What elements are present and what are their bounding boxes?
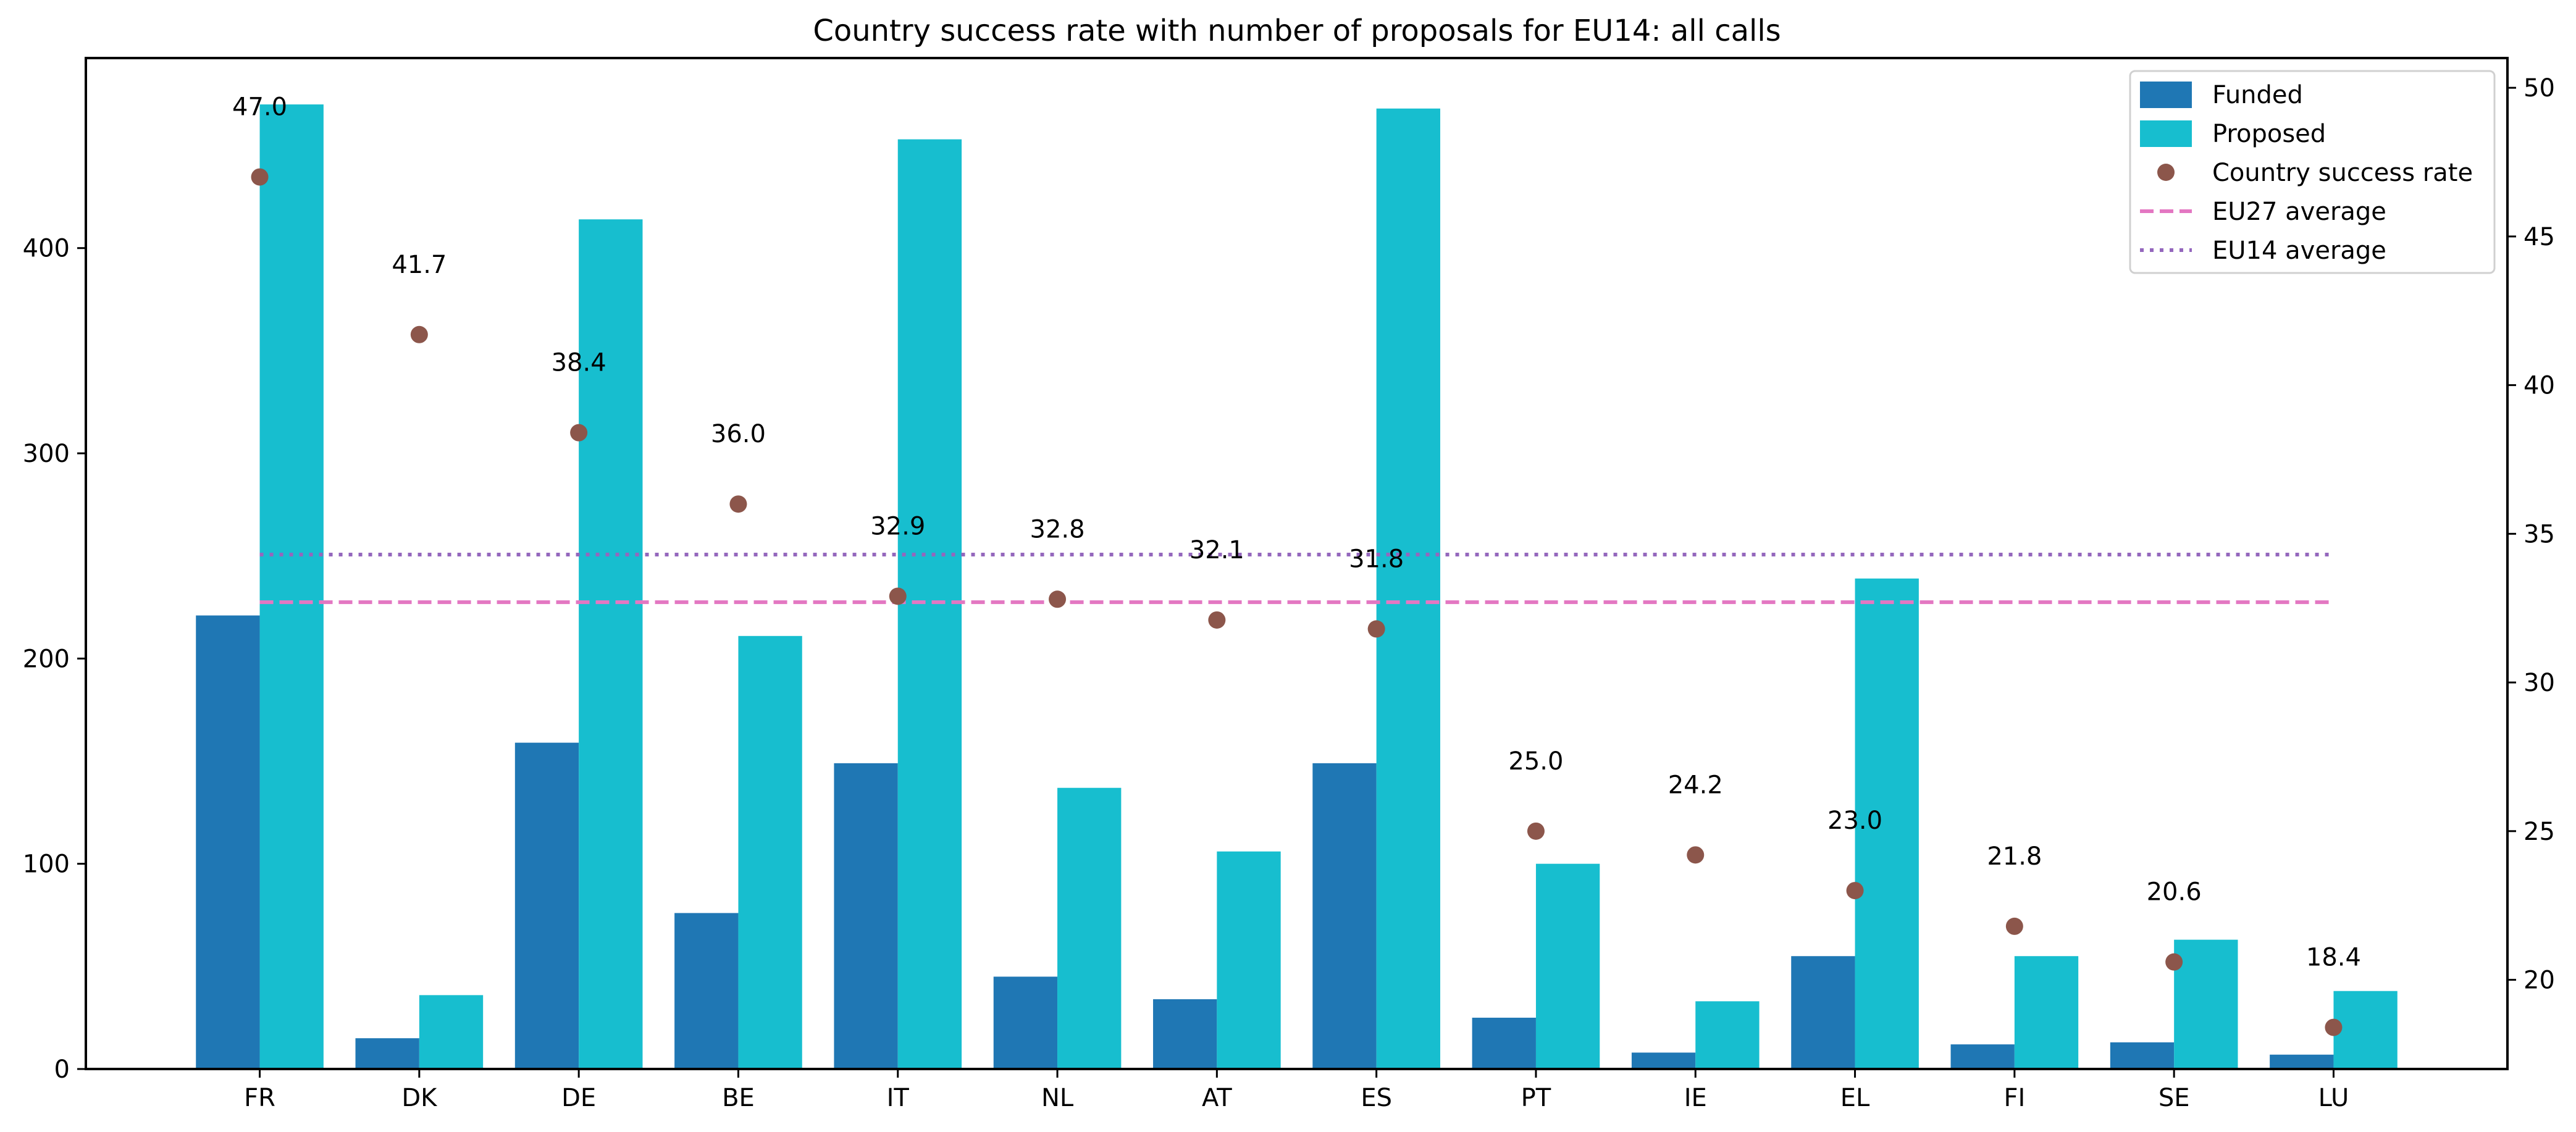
bar-proposed-nl [1057,787,1122,1069]
bar-funded-el [1791,956,1855,1069]
success-rate-label-fr: 47.0 [232,93,287,122]
success-rate-point-se [2165,953,2183,971]
success-rate-label-se: 20.6 [2147,878,2202,907]
bar-proposed-el [1855,578,1919,1069]
y-tick-label: 200 [23,645,70,673]
success-rate-point-be [729,495,747,513]
success-rate-label-fi: 21.8 [1987,842,2042,871]
legend-label-proposed: Proposed [2212,120,2326,148]
chart-title: Country success rate with number of prop… [813,14,1781,48]
bar-funded-se [2110,1042,2175,1069]
success-rate-label-dk: 41.7 [392,251,447,279]
x-tick-label-de: DE [561,1084,596,1112]
bar-proposed-it [897,139,962,1070]
x-tick-label-at: AT [1202,1084,1232,1112]
success-rate-label-it: 32.9 [870,512,925,540]
x-tick-label-ie: IE [1684,1084,1707,1112]
success-rate-label-de: 38.4 [552,349,606,377]
x-tick-label-dk: DK [401,1084,438,1112]
legend-label-funded: Funded [2212,81,2303,109]
bar-funded-es [1312,763,1377,1069]
y2-tick-label: 35 [2524,520,2555,548]
bar-funded-fi [1950,1044,2015,1069]
success-rate-point-lu [2325,1018,2343,1036]
success-rate-label-es: 31.8 [1349,545,1404,573]
x-tick-label-lu: LU [2318,1084,2349,1112]
y-tick-label: 300 [23,440,70,468]
success-rate-point-at [1208,611,1226,629]
bar-proposed-de [579,219,643,1070]
success-rate-label-be: 36.0 [711,420,766,448]
legend-swatch-funded [2140,82,2192,108]
plot-frame [85,57,2509,1070]
success-rate-label-nl: 32.8 [1030,515,1085,543]
success-rate-point-nl [1049,590,1067,608]
bar-funded-ie [1631,1052,1696,1069]
bar-funded-pt [1472,1017,1536,1069]
y2-tick-label: 45 [2524,223,2555,251]
bars-layer [196,104,2398,1070]
success-rate-point-el [1846,882,1864,900]
success-rate-point-pt [1527,822,1545,840]
y-tick-label: 0 [54,1055,70,1084]
bar-proposed-be [738,635,802,1069]
bar-funded-de [514,742,579,1069]
bar-funded-dk [355,1038,419,1069]
bar-funded-at [1153,999,1217,1069]
bar-funded-be [674,913,739,1069]
x-tick-label-nl: NL [1041,1084,1074,1112]
bar-proposed-fr [259,104,324,1069]
y2-tick-label: 40 [2524,372,2555,400]
bar-proposed-dk [419,995,484,1069]
bar-proposed-at [1217,851,1281,1069]
success-rate-label-lu: 18.4 [2306,944,2361,972]
y2-tick-label: 50 [2524,74,2555,103]
bar-proposed-es [1376,108,1440,1070]
success-rate-label-at: 32.1 [1189,536,1244,564]
x-tick-label-fi: FI [2003,1084,2025,1112]
x-tick-label-el: EL [1840,1084,1870,1112]
bar-funded-it [834,763,898,1069]
y-tick-label: 400 [23,235,70,263]
legend-box [2129,70,2496,274]
x-tick-label-se: SE [2159,1084,2190,1112]
legend-label-eu14-average: EU14 average [2212,237,2386,265]
success-rate-point-de [570,424,588,442]
x-tick-label-fr: FR [244,1084,275,1112]
x-tick-label-be: BE [722,1084,755,1112]
legend: Funded Proposed Country success rate EU27 a… [2129,70,2496,274]
legend-label-country-success-rate: Country success rate [2212,159,2473,187]
success-rate-point-ie [1687,846,1705,864]
bar-proposed-se [2174,939,2238,1069]
y2-tick-label: 20 [2524,966,2555,995]
bar-funded-lu [2270,1054,2334,1069]
axes-layer: 0 100 200 300 400 20 25 30 35 40 45 50 FR DK DE BE IT NL A… [23,57,2555,1112]
success-rate-point-es [1367,620,1385,638]
bar-funded-fr [196,615,260,1069]
average-lines-layer [259,553,2334,605]
bar-funded-nl [993,976,1058,1069]
success-rate-point-fi [2005,917,2023,935]
success-rate-label-pt: 25.0 [1508,747,1563,776]
success-rate-points-layer: 47.0 41.7 38.4 36.0 32.9 32.8 32.1 31.8 25.0 24.2… [232,93,2361,1036]
y-tick-label: 100 [23,850,70,879]
y2-tick-label: 25 [2524,818,2555,846]
bar-proposed-pt [1535,863,1600,1069]
success-rate-label-el: 23.0 [1827,807,1882,835]
success-rate-point-it [889,587,907,605]
legend-swatch-proposed [2140,120,2192,147]
x-tick-label-it: IT [887,1084,910,1112]
success-rate-point-fr [251,168,269,186]
legend-marker-country-success-rate [2157,164,2175,181]
bar-proposed-ie [1695,1001,1760,1069]
bar-proposed-fi [2014,956,2079,1069]
legend-label-eu27-average: EU27 average [2212,198,2386,226]
success-rate-label-ie: 24.2 [1668,771,1723,799]
x-tick-label-es: ES [1361,1084,1392,1112]
bar-proposed-lu [2333,991,2398,1069]
success-rate-point-dk [410,325,428,343]
x-tick-label-pt: PT [1521,1084,1551,1112]
y2-tick-label: 30 [2524,669,2555,697]
